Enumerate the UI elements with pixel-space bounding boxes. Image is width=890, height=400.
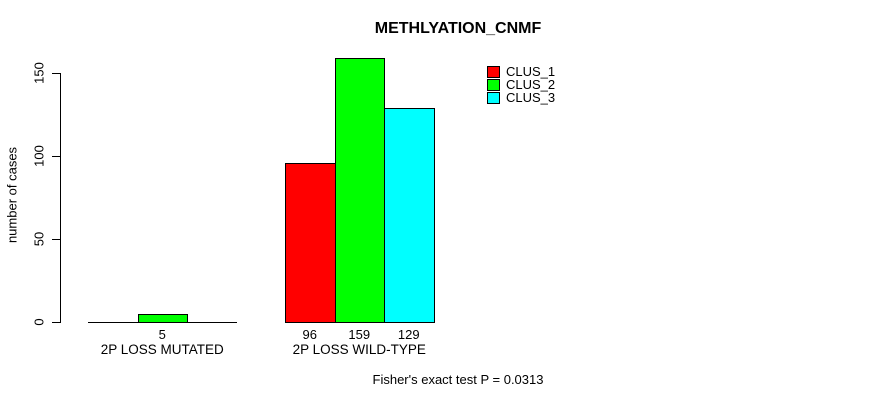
legend-item-clus-3: CLUS_3 — [487, 91, 555, 104]
y-axis-tick — [52, 322, 60, 323]
y-axis-tick-label: 150 — [31, 62, 47, 84]
x-category-label: 2P LOSS WILD-TYPE — [292, 342, 426, 357]
chart-title: METHLYATION_CNMF — [374, 20, 542, 37]
bar-clus_1 — [285, 163, 336, 323]
y-axis-tick-label: 0 — [31, 318, 47, 326]
legend-swatch-clus-1-icon — [487, 65, 500, 78]
y-axis-line — [60, 73, 61, 323]
bar-clus_2 — [137, 314, 188, 323]
y-axis-tick-label: 100 — [31, 145, 47, 167]
bar-value-label: 129 — [397, 327, 420, 342]
bar-clus_2 — [334, 58, 385, 323]
bar-value-label: 159 — [348, 327, 371, 342]
legend-label-clus-3: CLUS_3 — [506, 90, 556, 105]
legend-swatch-clus-3-icon — [487, 91, 500, 104]
y-axis-tick — [52, 239, 60, 240]
y-axis-tick — [52, 156, 60, 157]
y-axis-tick-label: 50 — [31, 231, 47, 247]
legend-swatch-clus-2-icon — [487, 78, 500, 91]
fisher-test-annotation: Fisher's exact test P = 0.0313 — [372, 372, 544, 387]
legend: CLUS_1 CLUS_2 CLUS_3 — [487, 65, 555, 104]
bar-clus_3 — [384, 108, 435, 323]
legend-item-clus-1: CLUS_1 — [487, 65, 555, 78]
x-category-label: 2P LOSS MUTATED — [100, 342, 224, 357]
legend-item-clus-2: CLUS_2 — [487, 78, 555, 91]
bar-value-label: 96 — [302, 327, 317, 342]
y-axis-tick — [52, 73, 60, 74]
bar-value-label: 5 — [158, 327, 166, 342]
legend-label-clus-1: CLUS_1 — [506, 64, 556, 79]
legend-label-clus-2: CLUS_2 — [506, 77, 556, 92]
